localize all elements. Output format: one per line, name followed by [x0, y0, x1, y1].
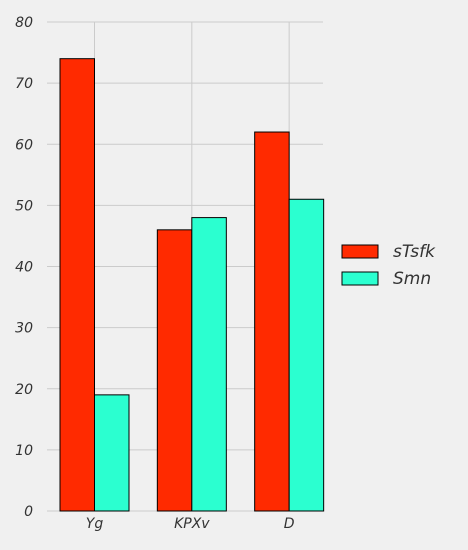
- x-tick-label: Yg: [86, 516, 104, 532]
- y-tick-label: 30: [15, 321, 33, 337]
- x-tick-label: KPXv: [174, 516, 210, 532]
- x-axis-ticks: Yg KPXv D: [86, 516, 295, 532]
- y-tick-label: 70: [15, 76, 33, 92]
- y-tick-label: 20: [15, 382, 33, 398]
- legend-label: sTsfk: [393, 242, 436, 262]
- y-tick-label: 40: [15, 260, 33, 276]
- bar-Smn-Yg: [94, 394, 130, 512]
- legend-label: Smn: [393, 269, 431, 289]
- y-tick-label: 0: [24, 504, 33, 520]
- y-tick-label: 80: [15, 15, 33, 31]
- bar-sTsfk-D: [254, 131, 290, 512]
- legend-swatch: [341, 271, 379, 286]
- y-tick-label: 50: [15, 198, 33, 214]
- x-tick-label: D: [284, 516, 295, 532]
- legend: sTsfk Smn: [341, 242, 436, 289]
- bar-sTsfk-KPXv: [156, 229, 193, 512]
- legend-swatch: [341, 244, 379, 259]
- bars: [59, 58, 325, 512]
- y-tick-label: 60: [15, 137, 33, 153]
- y-tick-label: 10: [15, 443, 33, 459]
- bar-sTsfk-Yg: [59, 58, 95, 512]
- bar-Smn-D: [288, 198, 325, 512]
- bar-Smn-KPXv: [191, 217, 227, 512]
- y-axis-ticks: 0 10 20 30 40 50 60 70 80: [15, 15, 33, 520]
